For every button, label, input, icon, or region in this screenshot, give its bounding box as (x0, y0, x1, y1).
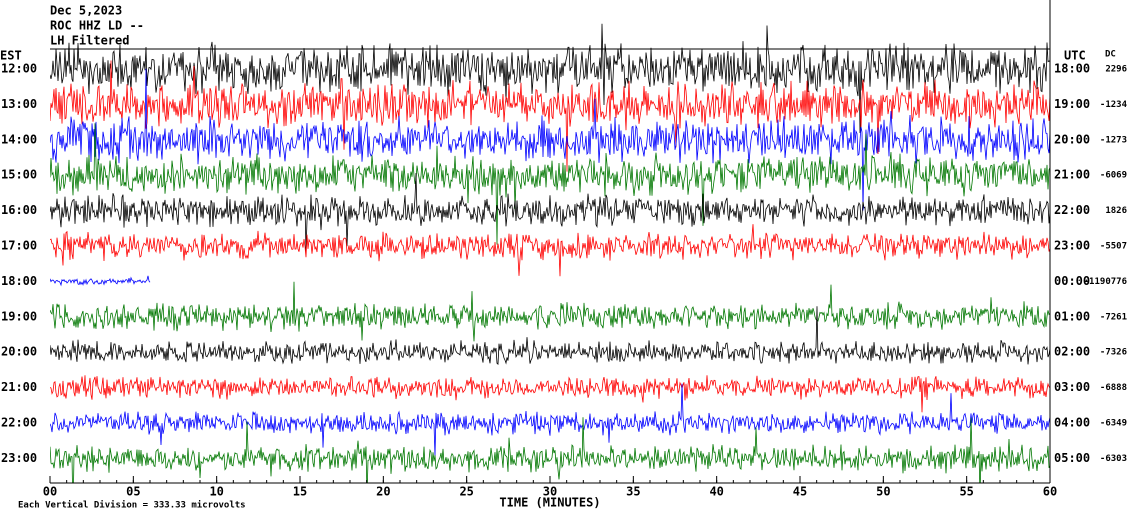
left-title: EST (0, 49, 22, 63)
trace (50, 275, 151, 287)
utc-label: 21:00 (1054, 168, 1090, 182)
est-label: 17:00 (1, 239, 37, 253)
trace (50, 172, 1050, 252)
utc-label: 23:00 (1054, 239, 1090, 253)
x-tick-label: 30 (543, 485, 557, 499)
filter: LH Filtered (50, 34, 129, 48)
x-tick-label: 40 (709, 485, 723, 499)
est-label: 12:00 (1, 62, 37, 76)
x-tick-label: 10 (209, 485, 223, 499)
dc-value: -6888 (1100, 383, 1127, 393)
x-tick-label: 25 (459, 485, 473, 499)
est-label: 14:00 (1, 132, 37, 146)
est-label: 13:00 (1, 97, 37, 111)
utc-label: 04:00 (1054, 416, 1090, 430)
est-label: 23:00 (1, 451, 37, 465)
x-tick-label: 45 (793, 485, 807, 499)
x-tick-label: 55 (959, 485, 973, 499)
footer: Each Vertical Division = 333.33 microvol… (18, 500, 246, 511)
dc-value: -1273 (1100, 135, 1127, 145)
utc-label: 01:00 (1054, 309, 1090, 323)
utc-label: 03:00 (1054, 380, 1090, 394)
trace (50, 417, 1050, 483)
dc-value: -1190776 (1084, 277, 1127, 287)
x-tick-label: 05 (126, 485, 140, 499)
right-title: UTC (1064, 49, 1086, 63)
utc-label: 00:00 (1054, 274, 1090, 288)
dc-value: -6303 (1100, 454, 1127, 464)
x-label: TIME (MINUTES) (499, 496, 600, 510)
dc-value: -6349 (1100, 419, 1127, 429)
x-tick-label: 35 (626, 485, 640, 499)
dc-value: -7326 (1100, 348, 1127, 358)
trace (50, 281, 1050, 342)
date: Dec 5,2023 (50, 4, 122, 18)
dc-value: -6069 (1100, 171, 1127, 181)
trace (50, 306, 1050, 366)
utc-label: 05:00 (1054, 451, 1090, 465)
x-tick-label: 00 (43, 485, 57, 499)
dc-value: 2296 (1105, 65, 1127, 75)
est-label: 16:00 (1, 203, 37, 217)
dc-title: DC (1105, 50, 1116, 60)
station: ROC HHZ LD -- (50, 19, 144, 33)
est-label: 15:00 (1, 168, 37, 182)
dc-value: -7261 (1100, 312, 1127, 322)
trace (50, 23, 1050, 134)
utc-label: 20:00 (1054, 132, 1090, 146)
trace (50, 375, 1050, 413)
est-label: 19:00 (1, 309, 37, 323)
x-tick-label: 15 (293, 485, 307, 499)
est-label: 21:00 (1, 380, 37, 394)
utc-label: 02:00 (1054, 345, 1090, 359)
traces (50, 23, 1050, 483)
utc-label: 19:00 (1054, 97, 1090, 111)
dc-value: 1826 (1105, 206, 1127, 216)
trace (50, 123, 1050, 245)
utc-label: 18:00 (1054, 62, 1090, 76)
x-tick-label: 20 (376, 485, 390, 499)
utc-label: 22:00 (1054, 203, 1090, 217)
est-label: 20:00 (1, 345, 37, 359)
x-tick-label: 60 (1043, 485, 1057, 499)
dc-value: -1234 (1100, 100, 1128, 110)
trace (50, 68, 1050, 211)
est-label: 22:00 (1, 416, 37, 430)
x-tick-label: 50 (876, 485, 890, 499)
dc-value: -5507 (1100, 242, 1127, 252)
trace (50, 224, 1050, 277)
est-label: 18:00 (1, 274, 37, 288)
trace (50, 60, 1050, 172)
trace (50, 383, 1050, 457)
